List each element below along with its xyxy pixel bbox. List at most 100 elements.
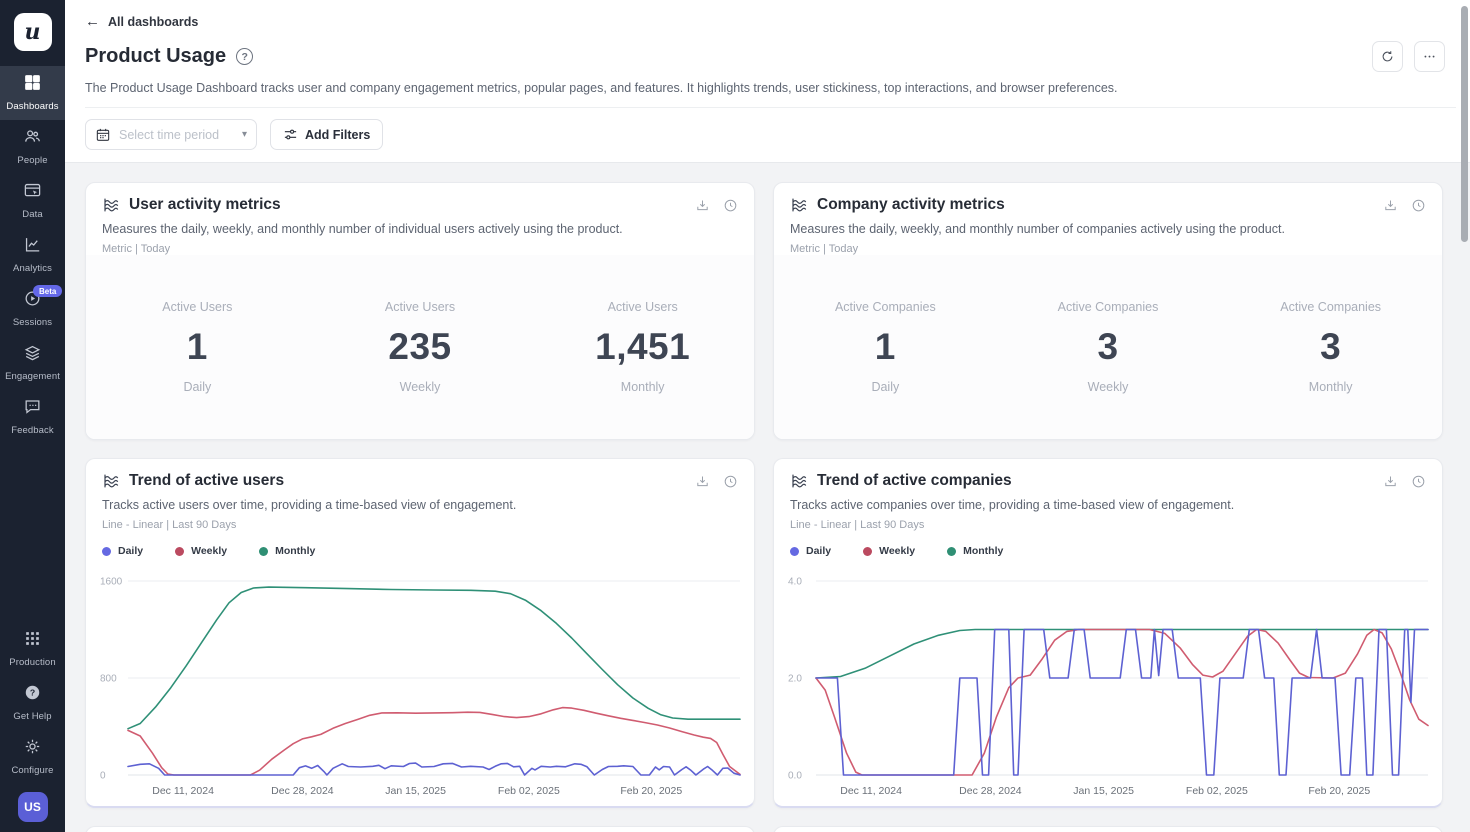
trend-companies-chart[interactable]: 4.02.00.0Dec 11, 2024Dec 28, 2024Jan 15,… (774, 561, 1442, 807)
sidebar-item-analytics[interactable]: Analytics (0, 228, 65, 282)
metric-chart-icon (790, 196, 808, 214)
stat-period: Daily (871, 380, 899, 394)
trend-chart-icon (102, 472, 120, 490)
page-scrollbar (1461, 0, 1468, 832)
add-filters-label: Add Filters (305, 128, 370, 142)
stat-label: Active Users (385, 300, 455, 314)
stat-weekly: Active Companies 3 Weekly (997, 300, 1220, 394)
clock-icon[interactable] (1411, 474, 1426, 489)
data-icon (23, 181, 42, 205)
trend-users-chart[interactable]: 16008000Dec 11, 2024Dec 28, 2024Jan 15, … (86, 561, 754, 807)
sidebar-item-data[interactable]: Data (0, 174, 65, 228)
legend-weekly[interactable]: Weekly (863, 545, 915, 557)
stat-value: 3 (1097, 326, 1118, 368)
download-icon[interactable] (695, 198, 710, 213)
card-trend-active-users: Trend of active users Tracks active user… (85, 458, 755, 808)
sidebar-item-get-help[interactable]: ? Get Help (0, 676, 65, 730)
svg-text:Dec 28, 2024: Dec 28, 2024 (271, 785, 334, 797)
legend-monthly[interactable]: Monthly (259, 545, 315, 557)
sidebar-item-label: Production (9, 657, 55, 668)
sidebar-item-configure[interactable]: Configure (0, 730, 65, 784)
refresh-button[interactable] (1372, 41, 1403, 72)
svg-text:Feb 02, 2025: Feb 02, 2025 (1186, 785, 1248, 797)
page-title: Product Usage (85, 45, 226, 68)
clock-icon[interactable] (723, 474, 738, 489)
sidebar-item-feedback[interactable]: Feedback (0, 390, 65, 444)
title-help-icon[interactable]: ? (236, 48, 253, 65)
svg-text:2.0: 2.0 (788, 674, 802, 685)
stat-period: Weekly (400, 380, 441, 394)
stat-value: 3 (1320, 326, 1341, 368)
clock-icon[interactable] (723, 198, 738, 213)
beta-badge: Beta (33, 285, 62, 297)
svg-text:0: 0 (100, 771, 106, 782)
legend-daily[interactable]: Daily (790, 545, 831, 557)
card-company-activity-metrics: Company activity metrics Measures the da… (773, 182, 1443, 440)
sidebar-item-engagement[interactable]: Engagement (0, 336, 65, 390)
more-options-button[interactable] (1414, 41, 1445, 72)
sidebar-item-production[interactable]: Production (0, 622, 65, 676)
legend-dot-monthly (947, 547, 956, 556)
scrollbar-thumb[interactable] (1461, 6, 1468, 242)
legend-weekly[interactable]: Weekly (175, 545, 227, 557)
main-area: ← All dashboards Product Usage ? The Pro… (65, 0, 1470, 832)
svg-text:800: 800 (100, 674, 117, 685)
back-label: All dashboards (108, 15, 198, 29)
card-partial-right (773, 826, 1443, 832)
download-icon[interactable] (1383, 198, 1398, 213)
people-icon (23, 127, 42, 151)
page-header: ← All dashboards Product Usage ? The Pro… (65, 0, 1470, 108)
time-period-select[interactable]: Select time period ▾ (85, 119, 257, 150)
stat-period: Daily (183, 380, 211, 394)
svg-text:Dec 11, 2024: Dec 11, 2024 (152, 785, 214, 797)
stat-value: 235 (388, 326, 451, 368)
svg-text:Dec 28, 2024: Dec 28, 2024 (959, 785, 1022, 797)
filter-bar: Select time period ▾ Add Filters (65, 108, 1470, 163)
card-title: Company activity metrics (817, 196, 1005, 214)
svg-text:Dec 11, 2024: Dec 11, 2024 (840, 785, 902, 797)
stat-label: Active Companies (835, 300, 936, 314)
sidebar-item-label: Feedback (11, 425, 54, 436)
download-icon[interactable] (695, 474, 710, 489)
svg-text:Jan 15, 2025: Jan 15, 2025 (1073, 785, 1134, 797)
clock-icon[interactable] (1411, 198, 1426, 213)
sidebar-item-dashboards[interactable]: Dashboards (0, 66, 65, 120)
userpilot-logo[interactable]: u (14, 13, 52, 51)
legend-dot-daily (790, 547, 799, 556)
sidebar-bottom: Production ? Get Help Configure US (0, 622, 65, 822)
stat-period: Monthly (1309, 380, 1353, 394)
download-icon[interactable] (1383, 474, 1398, 489)
stat-period: Monthly (621, 380, 665, 394)
legend-dot-weekly (175, 547, 184, 556)
stat-daily: Active Companies 1 Daily (774, 300, 997, 394)
sidebar-item-label: Data (22, 209, 42, 220)
analytics-icon (23, 235, 42, 259)
legend-dot-daily (102, 547, 111, 556)
sidebar: u Dashboards People Data (0, 0, 65, 832)
sidebar-item-people[interactable]: People (0, 120, 65, 174)
legend-daily[interactable]: Daily (102, 545, 143, 557)
time-period-placeholder: Select time period (119, 128, 234, 142)
ellipsis-icon (1422, 49, 1437, 64)
stat-label: Active Companies (1280, 300, 1381, 314)
stat-monthly: Active Users 1,451 Monthly (531, 300, 754, 394)
sidebar-item-sessions[interactable]: Beta Sessions (0, 282, 65, 336)
stat-label: Active Companies (1058, 300, 1159, 314)
legend-dot-monthly (259, 547, 268, 556)
grid-dots-icon (23, 629, 42, 653)
feedback-icon (23, 397, 42, 421)
add-filters-button[interactable]: Add Filters (270, 119, 383, 150)
card-description: Tracks active companies over time, provi… (790, 498, 1426, 512)
stat-daily: Active Users 1 Daily (86, 300, 309, 394)
stat-label: Active Users (162, 300, 232, 314)
card-meta: Metric | Today (102, 243, 738, 255)
metric-stats: Active Users 1 Daily Active Users 235 We… (86, 255, 754, 439)
user-avatar[interactable]: US (18, 792, 48, 822)
sidebar-item-label: Sessions (13, 317, 52, 328)
sidebar-item-label: Configure (11, 765, 53, 776)
legend-monthly[interactable]: Monthly (947, 545, 1003, 557)
back-to-all-dashboards[interactable]: ← All dashboards (85, 0, 198, 31)
stat-value: 1,451 (595, 326, 690, 368)
page-description: The Product Usage Dashboard tracks user … (85, 81, 1470, 107)
svg-text:Jan 15, 2025: Jan 15, 2025 (385, 785, 446, 797)
